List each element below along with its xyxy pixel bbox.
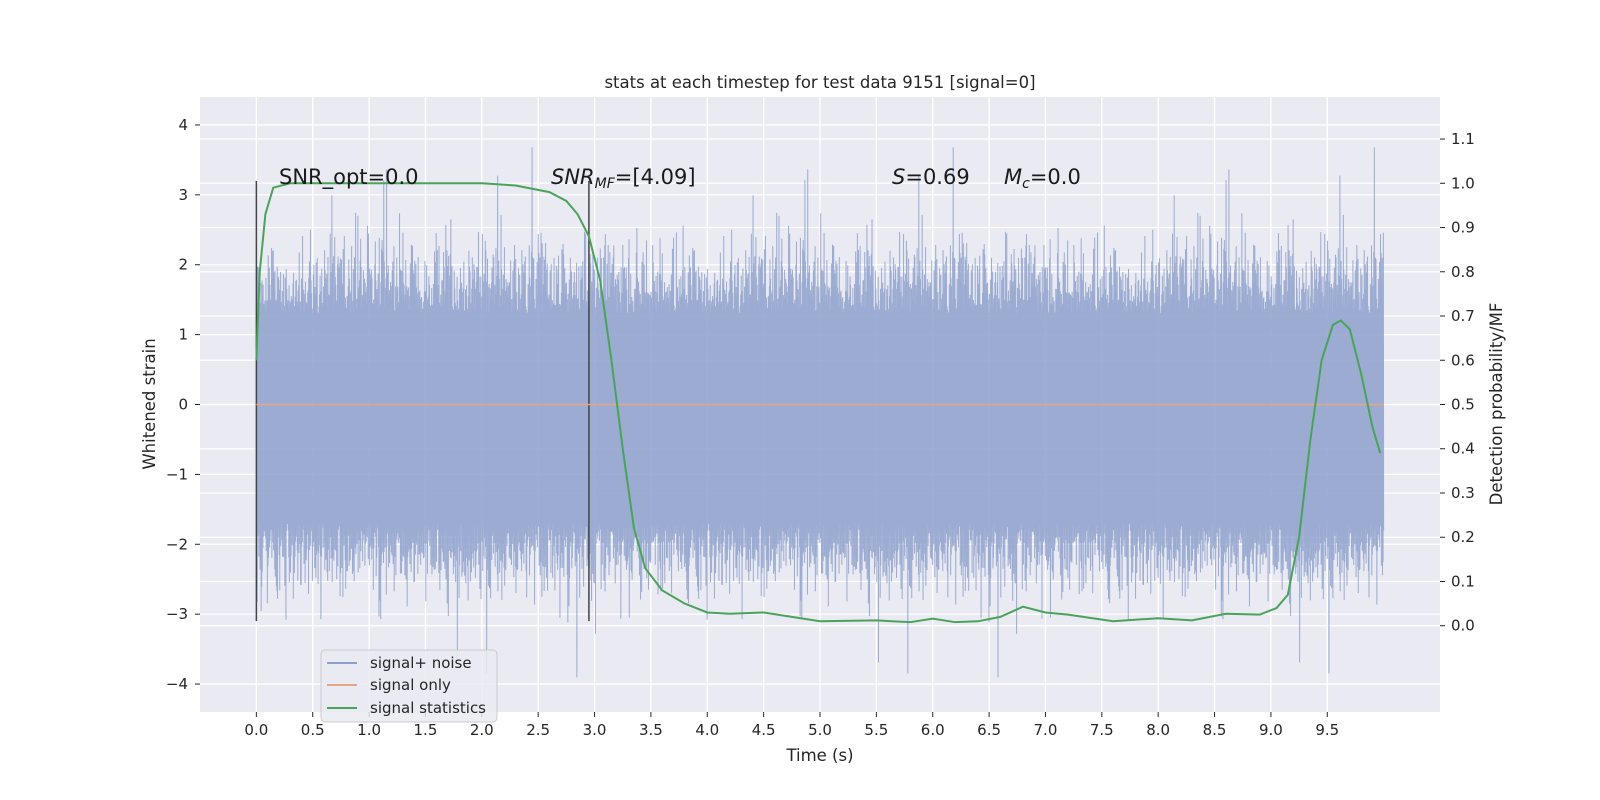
y-tick-label-1: −3: [166, 605, 188, 623]
annotation-mc-symbol: M: [1004, 165, 1022, 189]
x-tick-label-4: 2.0: [470, 721, 494, 739]
y-tick-label-8: 4: [178, 116, 188, 134]
annotation-s-symbol: S: [892, 165, 905, 189]
x-tick-label-7: 3.5: [639, 721, 663, 739]
y-axis-label: Whitened strain: [140, 338, 159, 469]
y-right-tick-label-7: 0.7: [1451, 307, 1475, 325]
legend-label-signal-statistics: signal statistics: [370, 699, 486, 717]
annotation-snr-mf-value: =[4.09]: [615, 165, 696, 189]
y-right-tick-label-9: 0.9: [1451, 219, 1475, 237]
y-tick-label-4: 0: [178, 396, 188, 414]
y-right-tick-label-2: 0.2: [1451, 528, 1475, 546]
x-tick-label-14: 7.0: [1034, 721, 1058, 739]
x-tick-label-15: 7.5: [1090, 721, 1114, 739]
x-tick-label-9: 4.5: [752, 721, 776, 739]
y-tick-label-0: −4: [166, 675, 188, 693]
y-right-tick-label-1: 0.1: [1451, 572, 1475, 590]
annotation-snr-opt: SNR_opt=0.0: [279, 165, 419, 190]
annotations: SNR_opt=0.0 SNRMF=[4.09] S=0.69 Mc=0.0: [279, 165, 1081, 192]
annotation-snr-mf-symbol: SNR: [551, 165, 595, 189]
x-tick-label-10: 5.0: [808, 721, 832, 739]
legend: signal+ noise signal only signal statist…: [320, 649, 498, 723]
y-tick-label-5: 1: [178, 326, 188, 344]
annotation-s: S=0.69: [892, 165, 970, 189]
x-tick-label-1: 0.5: [301, 721, 325, 739]
annotation-snr-mf-subscript: MF: [595, 176, 616, 192]
x-tick-label-12: 6.0: [921, 721, 945, 739]
x-tick-label-17: 8.5: [1203, 721, 1227, 739]
y-right-tick-label-0: 0.0: [1451, 617, 1475, 635]
x-tick-label-2: 1.0: [357, 721, 381, 739]
x-tick-label-13: 6.5: [977, 721, 1001, 739]
x-tick-label-16: 8.0: [1146, 721, 1170, 739]
x-tick-label-3: 1.5: [414, 721, 438, 739]
y-right-tick-label-3: 0.3: [1451, 484, 1475, 502]
y-axis-ticks: −4 −3 −2 −1 0 1 2 3 4: [166, 116, 200, 693]
x-axis-ticks: 0.0 0.5 1.0 1.5 2.0 2.5 3.0 3.5 4.0 4.5 5.0 5.5 6.0 6…: [244, 712, 1339, 739]
annotation-snr-mf: SNRMF=[4.09]: [551, 165, 696, 192]
annotation-s-value: =0.69: [905, 165, 969, 189]
annotation-mc-value: =0.0: [1030, 165, 1081, 189]
y-right-tick-label-6: 0.6: [1451, 351, 1475, 369]
y-right-tick-label-8: 0.8: [1451, 263, 1475, 281]
y-right-tick-label-4: 0.4: [1451, 440, 1475, 458]
annotation-mc: Mc=0.0: [1004, 165, 1081, 192]
series-signal-statistics: [255, 182, 1382, 624]
x-tick-label-5: 2.5: [526, 721, 550, 739]
series-signal-noise: [255, 147, 1385, 678]
y-right-tick-label-10: 1.0: [1451, 174, 1475, 192]
legend-label-signal-only: signal only: [370, 676, 451, 694]
x-tick-label-8: 4.0: [695, 721, 719, 739]
x-tick-label-11: 5.5: [864, 721, 888, 739]
y-tick-label-6: 2: [178, 256, 188, 274]
y-tick-label-2: −2: [166, 535, 188, 553]
legend-label-signal-noise: signal+ noise: [370, 654, 472, 672]
signal-statistics-line: [255, 182, 1382, 624]
vertical-markers: [255, 180, 590, 622]
x-tick-label-18: 9.0: [1259, 721, 1283, 739]
x-tick-label-6: 3.0: [583, 721, 607, 739]
annotation-mc-subscript: c: [1022, 176, 1030, 192]
chart-title: stats at each timestep for test data 915…: [604, 73, 1035, 92]
y-axis-right-ticks: 0.0 0.1 0.2 0.3 0.4 0.5 0.6 0.7 0.8 0.9 1.0 1.1: [1440, 130, 1475, 635]
signal-noise-line: [255, 147, 1385, 678]
y-right-tick-label-11: 1.1: [1451, 130, 1475, 148]
y-axis-right-label: Detection probability/MF: [1487, 303, 1506, 506]
y-tick-label-3: −1: [166, 465, 188, 483]
y-right-tick-label-5: 0.5: [1451, 396, 1475, 414]
x-tick-label-19: 9.5: [1315, 721, 1339, 739]
y-tick-label-7: 3: [178, 186, 188, 204]
legend-box: [320, 649, 498, 723]
x-tick-label-0: 0.0: [244, 721, 268, 739]
x-axis-label: Time (s): [785, 746, 853, 765]
